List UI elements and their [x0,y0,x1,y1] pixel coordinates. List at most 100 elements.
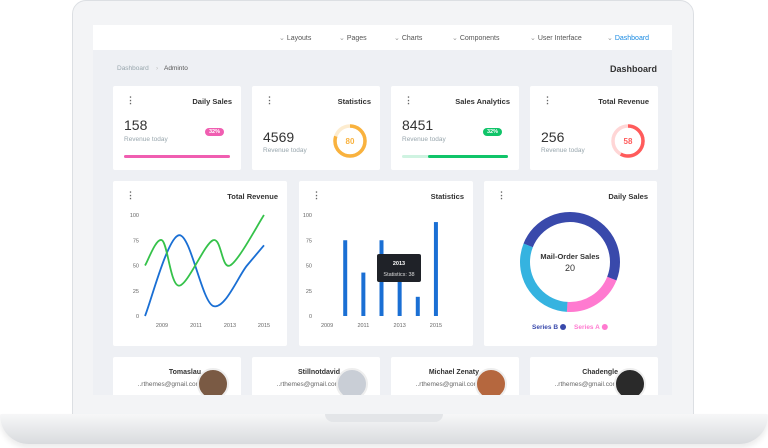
card-title: Daily Sales [192,97,232,106]
y-tick-label: 75 [306,238,312,244]
y-tick-label: 0 [136,314,139,320]
chart-card: ⋮ Statistics 0 25 50 75 100 2009 2011 2013 2015 201… [299,181,473,346]
chart-title: Total Revenue [227,192,278,201]
x-tick-label: 2009 [156,323,168,329]
x-tick-label: 2015 [258,323,270,329]
metric-caption: Revenue today [402,136,446,143]
badge: 32% [483,128,503,136]
stat-card: ⋮ Total Revenue 256 Revenue today 58 [530,86,658,170]
menu-dots: ⋮ [497,190,506,200]
metric-value: 4569 [263,129,295,145]
avatar [197,368,229,395]
legend-swatch [601,324,608,330]
nav-item[interactable]: Pages [339,34,367,42]
chart: Mail-Order Sales 20 Series B Series A [520,212,620,331]
gauge-label: 80 [346,137,355,146]
gauge-arc [611,124,645,158]
metric-value: 8451 [402,117,434,133]
user-email: ..rthemes@gmail.com [137,381,201,388]
user-email: ..rthemes@gmail.com [554,381,618,388]
nav-item[interactable]: Charts [394,34,423,42]
chart-title: Daily Sales [608,192,648,201]
gauge: 80 [333,124,367,158]
y-tick-label: 25 [133,289,139,295]
x-tick-label: 2009 [321,323,333,329]
metric-value: 256 [541,129,565,145]
y-tick-label: 100 [303,213,312,219]
page-title: Dashboard [610,64,658,74]
stat-card: ⋮ Sales Analytics 8451 Revenue today 32% [391,86,519,170]
donut-segment [520,212,620,312]
legend-label: Series B [532,324,558,331]
metric-caption: Revenue today [124,136,168,143]
line-series [144,214,265,287]
tooltip-label: Statistics: 38 [383,272,414,278]
donut-label: Mail-Order Sales [540,252,599,261]
x-tick-label: 2011 [190,323,202,329]
metric-caption: Revenue today [263,147,307,154]
user-email: ..rthemes@gmail.com [415,381,479,388]
nav-item[interactable]: Components [452,34,500,42]
user-card: Chadengle ..rthemes@gmail.com [530,357,658,395]
chart-title: Statistics [430,192,464,201]
bar [415,296,420,316]
x-tick-label: 2015 [430,323,442,329]
tooltip-box [377,254,421,282]
chart-card: ⋮ Total Revenue 0 25 50 75 100 2009 2011 2013 2015 [113,181,287,346]
user-name: Chadengle [582,369,618,376]
nav-item[interactable]: Layouts [279,34,312,42]
avatar [475,368,507,395]
x-tick-label: 2011 [357,323,369,329]
badge: 32% [205,128,225,136]
breadcrumb-current: Adminto [164,65,188,72]
bar [361,272,366,316]
breadcrumb-sep: › [156,65,159,72]
avatar [614,368,646,395]
line-series [144,234,265,317]
gauge-label: 58 [624,137,633,146]
progress-track [402,155,508,158]
user-card: Tomaslau ..rthemes@gmail.com [113,357,241,395]
gauge-arc [333,124,367,158]
user-name: Michael Zenaty [428,369,479,376]
tooltip: 2013 Statistics: 38 [377,254,421,282]
progress-fill [124,155,230,158]
bar [397,277,402,316]
metric-value: 158 [124,117,148,133]
legend-label: Series A [574,324,600,331]
stat-card: ⋮ Daily Sales 158 Revenue today 32% [113,86,241,170]
x-tick-label: 2013 [394,323,406,329]
user-card: Michael Zenaty ..rthemes@gmail.com [391,357,519,395]
breadcrumb-link[interactable]: Dashboard [117,65,149,72]
tooltip-title: 2013 [393,261,405,267]
menu-dots: ⋮ [126,95,135,105]
bar [343,240,348,316]
card-title: Statistics [337,97,371,106]
top-nav: Layouts Pages Charts Components User Int… [93,25,672,50]
bar [433,222,438,316]
stat-card: ⋮ Statistics 4569 Revenue today 80 [252,86,380,170]
user-name: Tomaslau [168,369,201,376]
menu-dots: ⋮ [126,190,135,200]
nav-item[interactable]: User Interface [530,34,582,42]
progress-fill [428,155,508,158]
avatar [336,368,368,395]
menu-dots: ⋮ [265,95,274,105]
metric-caption: Revenue today [541,147,585,154]
progress-track [124,155,230,158]
laptop-notch [325,414,443,422]
nav-item[interactable]: Dashboard [607,34,649,42]
menu-dots: ⋮ [404,95,413,105]
card-title: Total Revenue [598,97,649,106]
y-tick-label: 75 [133,238,139,244]
y-tick-label: 25 [306,289,312,295]
menu-dots: ⋮ [312,190,321,200]
chart: 0 25 50 75 100 2009 2011 2013 2015 2013 Statistics… [303,213,442,329]
chart: 0 25 50 75 100 2009 2011 2013 2015 [130,213,270,329]
legend-swatch [560,324,567,330]
x-tick-label: 2013 [224,323,236,329]
menu-dots: ⋮ [543,95,552,105]
user-card: Stillnotdavid ..rthemes@gmail.com [252,357,380,395]
card-title: Sales Analytics [455,97,510,106]
